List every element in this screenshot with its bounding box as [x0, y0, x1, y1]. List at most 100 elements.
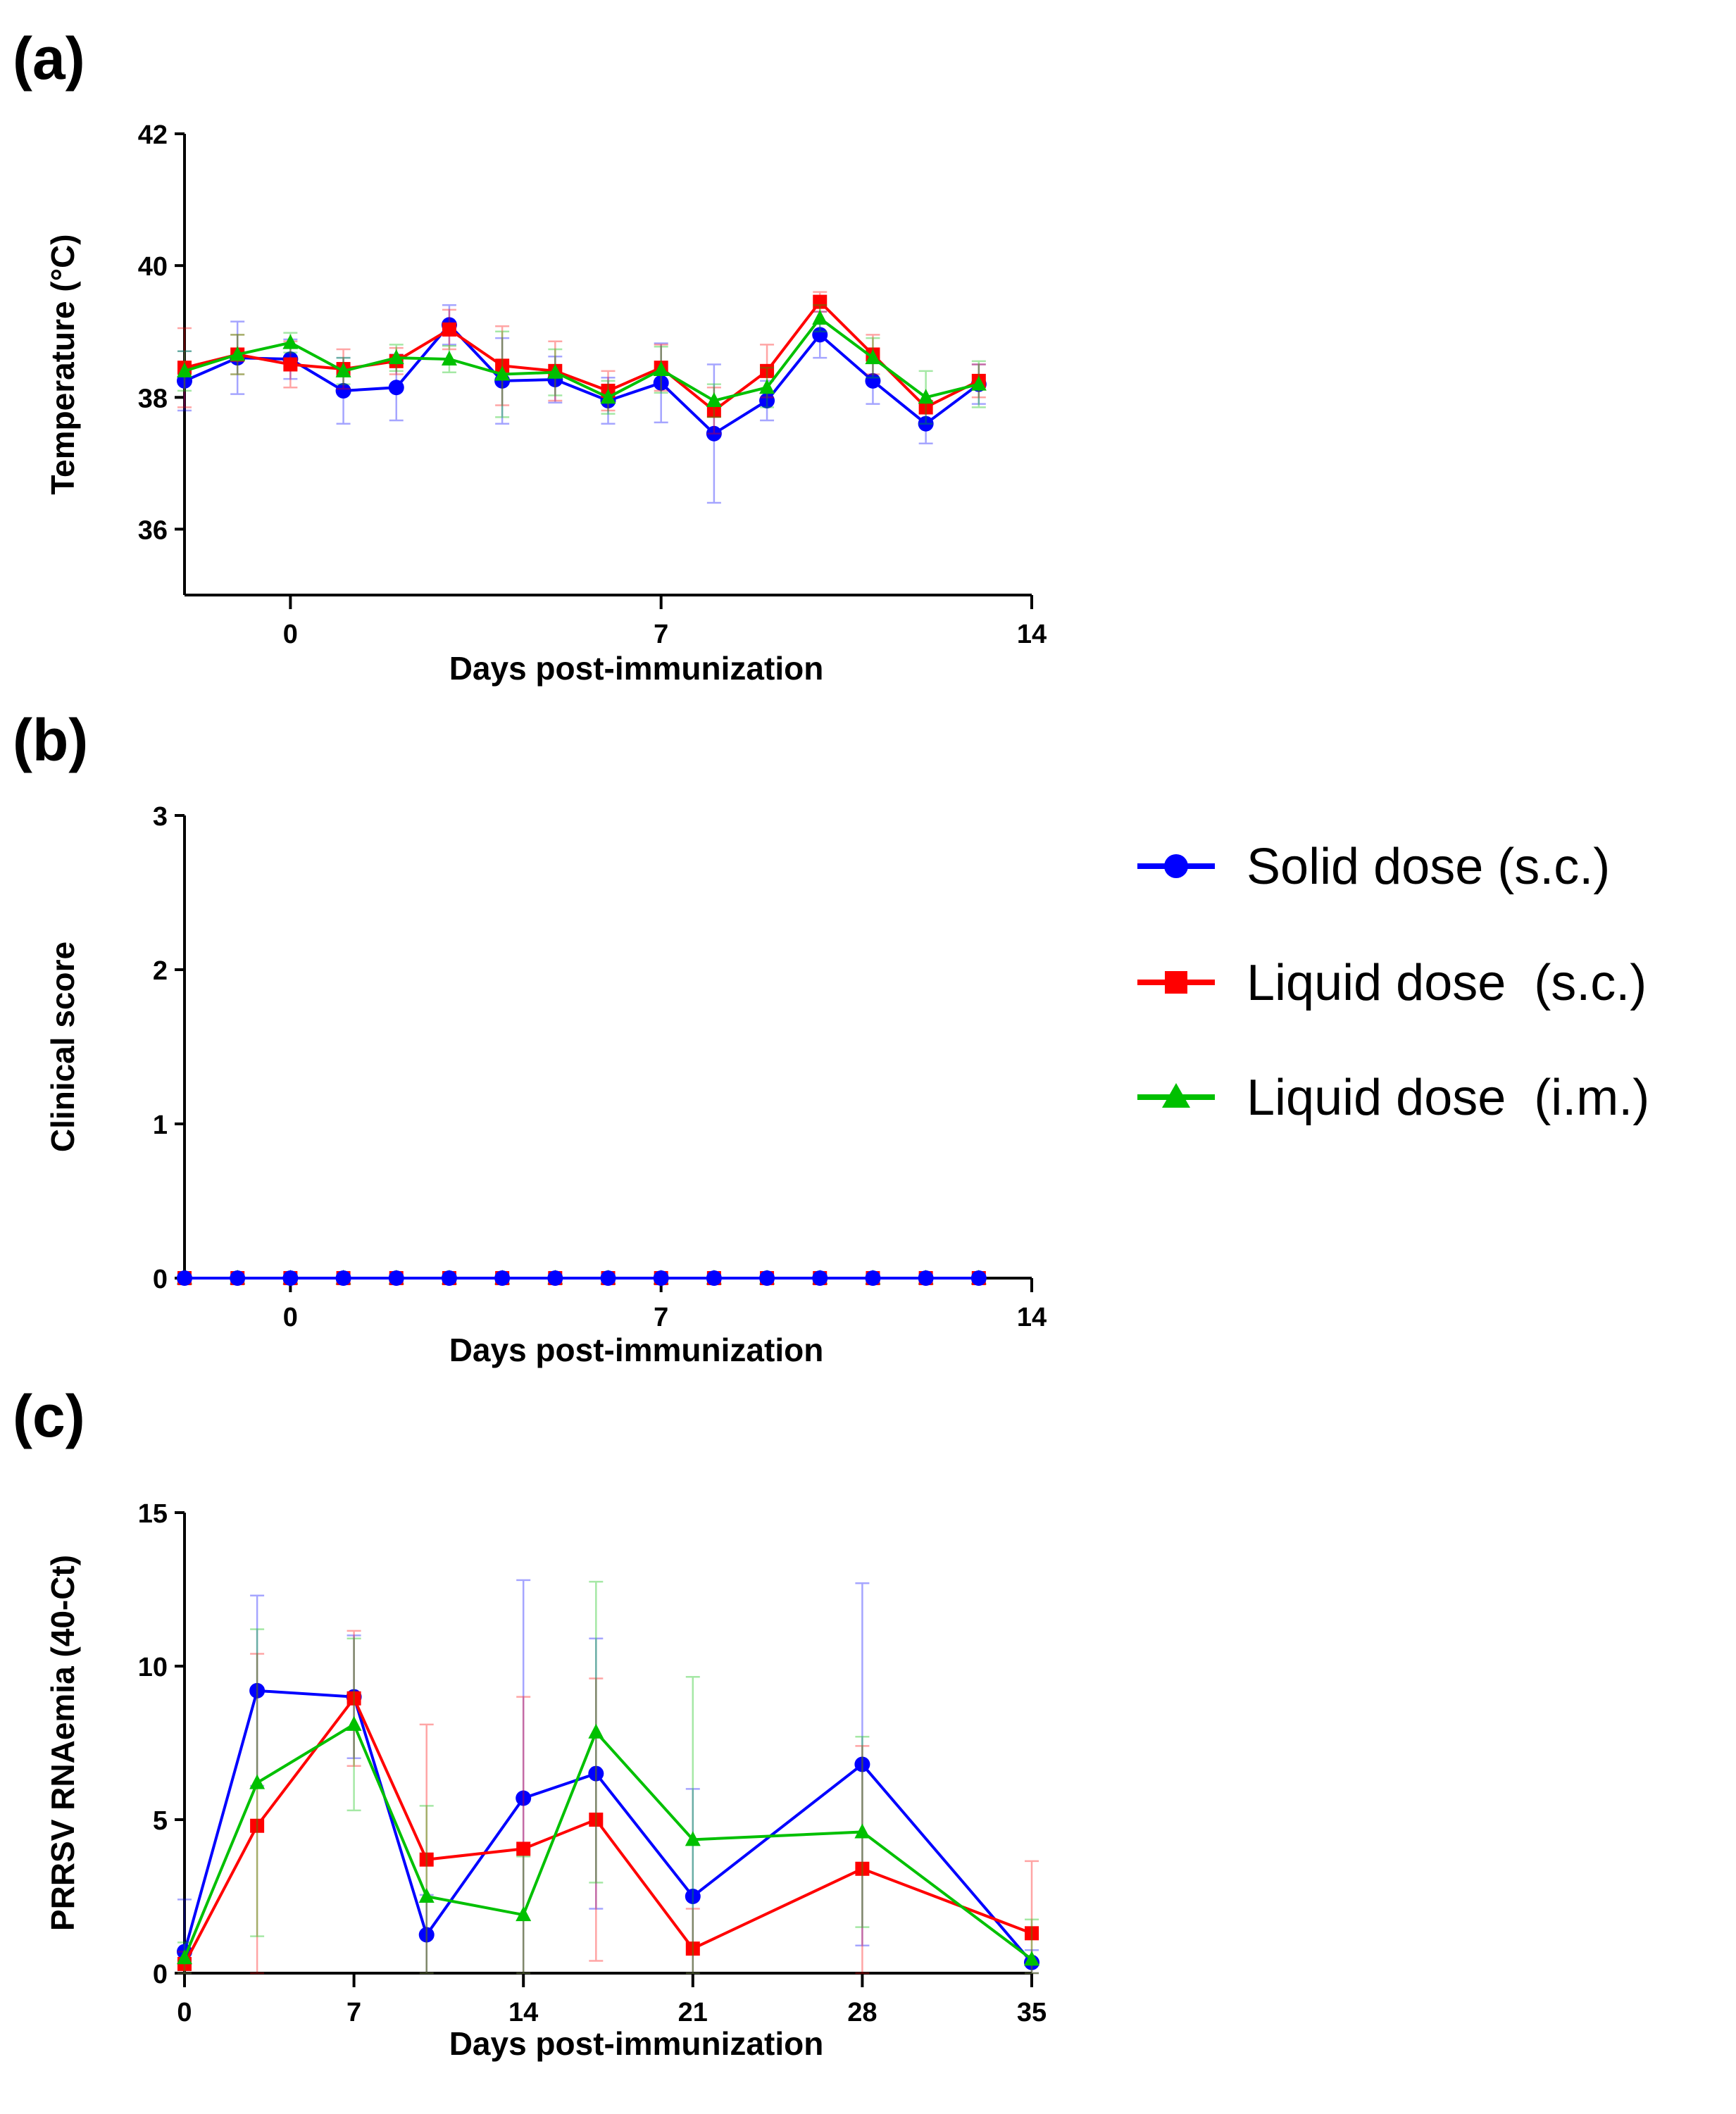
data-point-circle	[759, 1270, 775, 1286]
x-tick-label: 7	[346, 1998, 361, 2027]
data-point-circle	[706, 1270, 722, 1286]
rnaemia-chart: 0 5 10 15 0 7 14 21 28 35 Days post-immunization PR…	[44, 1499, 1047, 2062]
y-tick-label: 40	[138, 252, 168, 282]
data-point-triangle	[653, 361, 669, 376]
legend-entry-solid-sc: Solid dose (s.c.)	[1137, 839, 1610, 895]
data-point-triangle	[812, 310, 828, 325]
data-point-triangle	[177, 1949, 192, 1965]
x-tick-label: 14	[1017, 620, 1047, 649]
data-point-triangle	[177, 362, 192, 377]
legend-label-liquid-sc: Liquid dose (s.c.)	[1247, 955, 1647, 1011]
data-point-circle	[812, 327, 828, 343]
data-point-circle	[547, 1270, 563, 1286]
data-point-triangle	[441, 351, 457, 366]
data-point-triangle	[516, 1906, 532, 1922]
series-solid-dose-s-c	[177, 304, 987, 504]
x-tick-label: 21	[678, 1998, 708, 2027]
data-point-square	[813, 294, 828, 309]
series-liquid-dose-s-c	[177, 1630, 1039, 1975]
legend-entry-liquid-sc: Liquid dose (s.c.)	[1137, 955, 1647, 1011]
data-point-triangle	[854, 1823, 870, 1839]
data-point-square	[918, 400, 933, 415]
data-point-circle	[516, 1790, 532, 1806]
data-point-triangle	[418, 1888, 435, 1903]
y-tick-label: 2	[153, 956, 168, 986]
data-point-triangle	[547, 363, 563, 379]
temperature-chart: 36 38 40 42 0 7 14 Days post-immunization Temper…	[44, 120, 1047, 687]
error-bar	[685, 1676, 700, 1975]
error-bar	[516, 1696, 531, 1975]
data-point-triangle	[865, 349, 881, 365]
data-point-triangle	[230, 346, 246, 361]
y-tick-label: 3	[153, 802, 168, 832]
series-solid-dose-s-c	[177, 1270, 987, 1286]
x-tick-label: 0	[283, 620, 298, 649]
data-point-circle	[418, 1927, 435, 1943]
x-tick-label: 35	[1017, 1998, 1047, 2027]
series-line-liquid-dose-s-c	[183, 1695, 1032, 1965]
data-point-square	[1025, 1926, 1039, 1941]
data-point-triangle	[588, 1723, 604, 1739]
legend-marker-circle	[1164, 854, 1188, 878]
data-point-triangle	[335, 362, 351, 377]
data-point-triangle	[1024, 1951, 1039, 1966]
data-point-circle	[335, 382, 351, 399]
y-tick-label: 38	[138, 384, 168, 413]
y-tick-label: 0	[153, 1265, 168, 1294]
series-line-solid-dose-s-c	[184, 323, 980, 436]
data-point-triangle	[685, 1831, 701, 1846]
data-point-circle	[653, 375, 669, 391]
data-point-circle	[388, 380, 404, 396]
data-point-square	[685, 1941, 700, 1956]
x-tick-label: 0	[283, 1303, 298, 1332]
data-point-circle	[854, 1756, 870, 1772]
error-bar	[685, 1908, 700, 1975]
data-point-circle	[282, 1270, 299, 1286]
legend: Solid dose (s.c.) Liquid dose (s.c.) Liq…	[1137, 839, 1649, 1126]
data-point-circle	[706, 425, 722, 442]
error-bar	[250, 1653, 265, 1975]
legend-marker-triangle	[1162, 1083, 1190, 1108]
legend-marker-square	[1165, 971, 1187, 994]
data-point-circle	[177, 1270, 192, 1286]
data-point-circle	[918, 1270, 934, 1286]
data-point-circle	[588, 1765, 604, 1782]
data-point-circle	[388, 1270, 404, 1286]
error-bar	[419, 1723, 434, 1975]
x-tick-label: 14	[508, 1998, 538, 2027]
x-axis-title: Days post-immunization	[449, 650, 824, 687]
series-liquid-dose-i-m	[177, 304, 987, 425]
data-point-square	[419, 1852, 434, 1867]
data-point-square	[283, 357, 298, 372]
x-axis-title: Days post-immunization	[449, 1332, 824, 1368]
y-tick-label: 0	[153, 1960, 168, 1989]
data-point-triangle	[759, 379, 775, 394]
y-tick-label: 10	[138, 1653, 168, 1682]
panel-label-b: (b)	[13, 707, 88, 773]
y-axis-title: Clinical score	[44, 942, 81, 1152]
y-axis-title: PRRSV RNAemia (40-Ct)	[44, 1555, 81, 1931]
data-point-square	[855, 1861, 870, 1876]
x-tick-label: 28	[847, 1998, 877, 2027]
x-tick-label: 0	[177, 1998, 192, 2027]
series-line-liquid-dose-i-m	[184, 316, 980, 403]
y-tick-label: 1	[153, 1111, 168, 1140]
panel-label-c: (c)	[13, 1383, 85, 1449]
x-tick-label: 7	[654, 1303, 668, 1332]
data-point-circle	[865, 1270, 881, 1286]
data-point-circle	[685, 1889, 701, 1904]
data-point-circle	[494, 1270, 511, 1286]
x-tick-label: 14	[1017, 1303, 1047, 1332]
series-line-liquid-dose-i-m	[183, 1722, 1033, 1960]
x-tick-label: 7	[654, 620, 668, 649]
data-point-triangle	[706, 392, 722, 407]
data-point-square	[760, 363, 775, 378]
series-liquid-dose-i-m	[177, 1580, 1039, 1975]
data-point-square	[495, 358, 510, 373]
data-point-square	[589, 1813, 604, 1827]
y-tick-label: 36	[138, 515, 168, 545]
series-line-solid-dose-s-c	[183, 1689, 1033, 1964]
legend-label-solid-sc: Solid dose (s.c.)	[1247, 839, 1610, 895]
data-point-square	[442, 322, 456, 337]
